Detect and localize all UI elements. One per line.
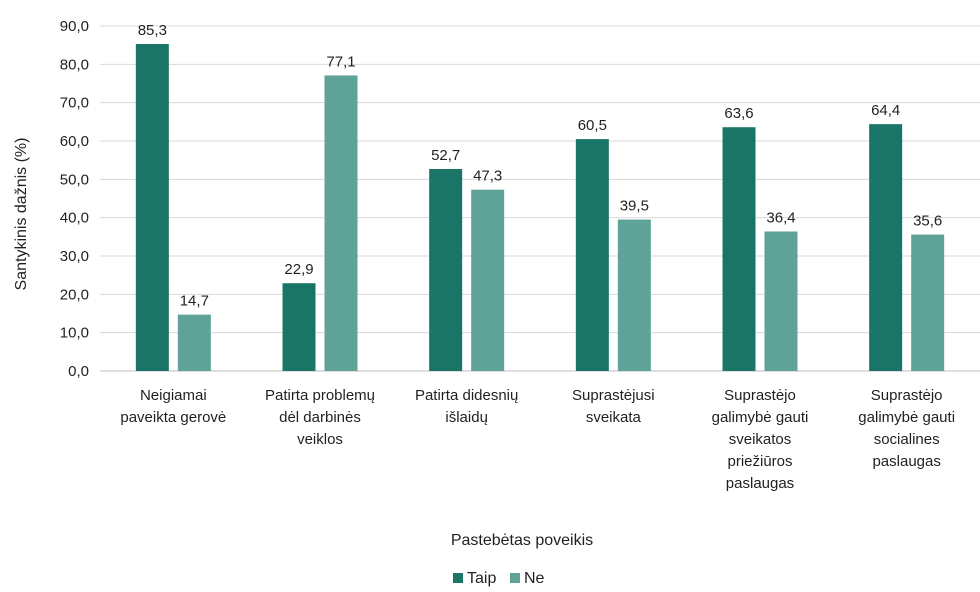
legend-swatch-taip: [453, 573, 463, 583]
bar-taip: [575, 139, 609, 371]
data-label: 85,3: [138, 22, 167, 39]
grid-lines: [100, 25, 980, 372]
y-tick-label: 30,0: [60, 248, 89, 265]
bar-taip: [722, 127, 756, 371]
y-tick-label: 50,0: [60, 171, 89, 188]
data-label: 39,5: [620, 198, 649, 215]
bar-ne: [324, 75, 358, 371]
category-label: Patirta problemų dėl darbinės veiklos: [265, 387, 375, 448]
category-label: Suprastėjo galimybė gauti socialines paslau…: [858, 387, 955, 470]
legend-label-taip: Taip: [467, 570, 496, 587]
data-labels: 85,3 14,7 22,9 77,1 52,7 47,3 60,5 39,5 63,6 36,4…: [138, 22, 943, 310]
y-tick-label: 90,0: [60, 18, 89, 35]
category-label: Neigiamai paveikta gerovė: [120, 387, 226, 426]
data-label: 52,7: [431, 147, 460, 164]
bar-ne: [471, 189, 505, 371]
data-label: 60,5: [578, 117, 607, 134]
x-axis-categories: Neigiamai paveikta gerovė Patirta problemų…: [120, 387, 955, 492]
y-axis-ticks: 0,0 10,0 20,0 30,0 40,0 50,0 60,0 70,0 80,0 90,0: [60, 18, 89, 380]
legend-swatch-ne: [510, 573, 520, 583]
y-axis-title: Santykinis dažnis (%): [13, 138, 30, 291]
bar-taip: [429, 168, 463, 371]
bar-ne: [911, 234, 945, 371]
bar-ne: [617, 219, 651, 371]
data-label: 36,4: [766, 209, 795, 226]
y-tick-label: 0,0: [68, 363, 89, 380]
bar-ne: [764, 231, 798, 371]
data-label: 77,1: [326, 53, 355, 70]
category-label: Patirta didesnių išlaidų: [415, 387, 518, 426]
data-label: 47,3: [473, 168, 502, 185]
y-tick-label: 60,0: [60, 133, 89, 150]
data-label: 64,4: [871, 102, 900, 119]
bar-taip: [869, 124, 903, 371]
category-label: Suprastėjusi sveikata: [572, 387, 655, 426]
y-tick-label: 40,0: [60, 210, 89, 227]
bars: [135, 44, 945, 372]
y-tick-label: 70,0: [60, 95, 89, 112]
x-axis-title: Pastebėtas poveikis: [451, 532, 593, 549]
y-tick-label: 20,0: [60, 286, 89, 303]
legend-label-ne: Ne: [524, 570, 545, 587]
category-label: Suprastėjo galimybė gauti sveikatos priežiū…: [712, 387, 809, 492]
data-label: 14,7: [180, 293, 209, 310]
data-label: 63,6: [724, 105, 753, 122]
bar-ne: [177, 314, 211, 371]
data-label: 35,6: [913, 213, 942, 230]
data-label: 22,9: [284, 261, 313, 278]
bar-taip: [135, 44, 169, 372]
y-tick-label: 80,0: [60, 56, 89, 73]
y-tick-label: 10,0: [60, 325, 89, 342]
bar-taip: [282, 283, 316, 371]
legend: Taip Ne: [453, 570, 545, 587]
